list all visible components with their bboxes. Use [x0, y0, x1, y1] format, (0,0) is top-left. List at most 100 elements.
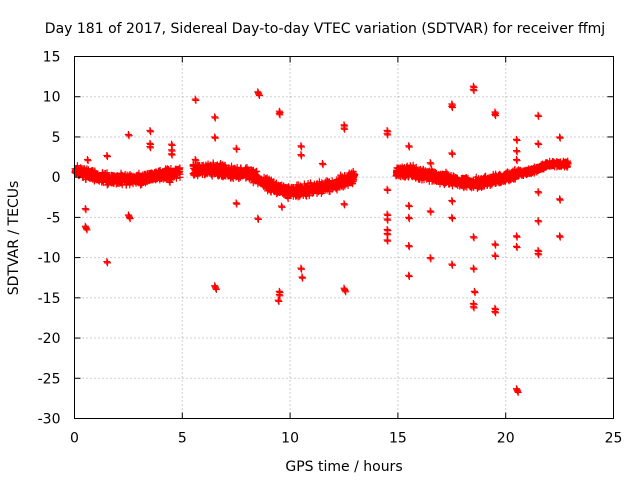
- outlier-point: [448, 150, 456, 158]
- outlier-point: [513, 137, 521, 145]
- outlier-point: [211, 114, 219, 122]
- y-tick-label: -25: [38, 371, 61, 387]
- data-point: [424, 168, 432, 176]
- data-point: [410, 169, 418, 177]
- outlier-point: [405, 242, 413, 250]
- outlier-point: [512, 147, 520, 155]
- outlier-point: [232, 144, 240, 152]
- outlier-point: [448, 260, 456, 268]
- outlier-point: [556, 232, 564, 240]
- outlier-point: [191, 95, 199, 103]
- data-point: [210, 169, 218, 177]
- outlier-point: [82, 225, 90, 233]
- outlier-point: [103, 151, 111, 159]
- y-tick-label: -15: [38, 291, 61, 307]
- outlier-point: [298, 265, 306, 273]
- outlier-point: [212, 285, 220, 293]
- outlier-point: [448, 213, 456, 221]
- data-point: [203, 169, 211, 177]
- data-point: [108, 171, 116, 179]
- outlier-point: [383, 215, 391, 223]
- data-point: [146, 175, 154, 183]
- data-point: [405, 165, 413, 173]
- data-point: [220, 167, 228, 175]
- outlier-point: [470, 234, 478, 242]
- y-tick-labels: -30 -25 -20 -15 -10 -5 0 5 10 15: [38, 50, 61, 428]
- outlier-point: [556, 195, 564, 203]
- data-point: [209, 160, 217, 168]
- outlier-point: [81, 205, 89, 213]
- outlier-point: [534, 250, 542, 258]
- grid-lines: [74, 56, 614, 419]
- x-tick-label: 10: [281, 431, 299, 447]
- data-point: [137, 177, 145, 185]
- outlier-point: [427, 255, 435, 263]
- data-point: [155, 173, 163, 181]
- outlier-point: [82, 206, 90, 214]
- outlier-point: [168, 151, 176, 159]
- data-point: [305, 192, 313, 200]
- outlier-point: [513, 233, 521, 241]
- outlier-point: [405, 273, 413, 281]
- data-point: [87, 169, 95, 177]
- outlier-point: [512, 135, 520, 143]
- outlier-point: [192, 96, 200, 104]
- outlier-point: [299, 274, 307, 282]
- y-tick-label: -10: [38, 251, 61, 267]
- data-point: [148, 171, 156, 179]
- data-point: [269, 181, 277, 189]
- outlier-point: [275, 291, 283, 299]
- data-point: [498, 177, 506, 185]
- data-point: [207, 164, 215, 172]
- outlier-point: [534, 217, 542, 225]
- outlier-point: [341, 287, 349, 295]
- data-point: [267, 188, 275, 196]
- outlier-point: [384, 237, 392, 245]
- data-point: [437, 176, 445, 184]
- outlier-point: [514, 387, 522, 395]
- outlier-point: [448, 196, 456, 204]
- outlier-point: [319, 161, 327, 169]
- data-point: [227, 174, 235, 182]
- outlier-point: [275, 297, 283, 305]
- outlier-point: [427, 160, 435, 168]
- outlier-point: [448, 149, 456, 157]
- outlier-point: [211, 113, 219, 121]
- outlier-point: [534, 188, 542, 196]
- outlier-point: [233, 145, 241, 153]
- data-point: [233, 167, 241, 175]
- outlier-point: [125, 213, 133, 221]
- outlier-point: [146, 127, 154, 135]
- data-point: [92, 174, 100, 182]
- outlier-point: [426, 207, 434, 215]
- data-point: [496, 170, 504, 178]
- data-point: [439, 170, 447, 178]
- outlier-point: [405, 271, 413, 279]
- data-point: [521, 167, 529, 175]
- data-point: [520, 168, 528, 176]
- data-point: [343, 179, 351, 187]
- outlier-point: [405, 201, 413, 209]
- data-point: [284, 189, 292, 197]
- outlier-point: [84, 157, 92, 165]
- data-point: [126, 178, 134, 186]
- outlier-point: [298, 273, 306, 281]
- data-point: [171, 168, 179, 176]
- data-point: [127, 173, 135, 181]
- outlier-point: [147, 144, 155, 152]
- data-point: [128, 172, 136, 180]
- outlier-point: [383, 185, 391, 193]
- outlier-point: [448, 215, 456, 223]
- outlier-point: [535, 251, 543, 259]
- data-point: [468, 180, 476, 188]
- outlier-point: [556, 233, 564, 241]
- outlier-point: [534, 111, 542, 119]
- outlier-point: [469, 264, 477, 272]
- x-tick-label: 25: [605, 431, 623, 447]
- outlier-point: [383, 229, 391, 237]
- outlier-point: [512, 232, 520, 240]
- y-tick-label: -30: [38, 412, 61, 428]
- y-tick-label: 15: [43, 50, 61, 66]
- data-point: [351, 171, 359, 179]
- outlier-point: [191, 155, 199, 163]
